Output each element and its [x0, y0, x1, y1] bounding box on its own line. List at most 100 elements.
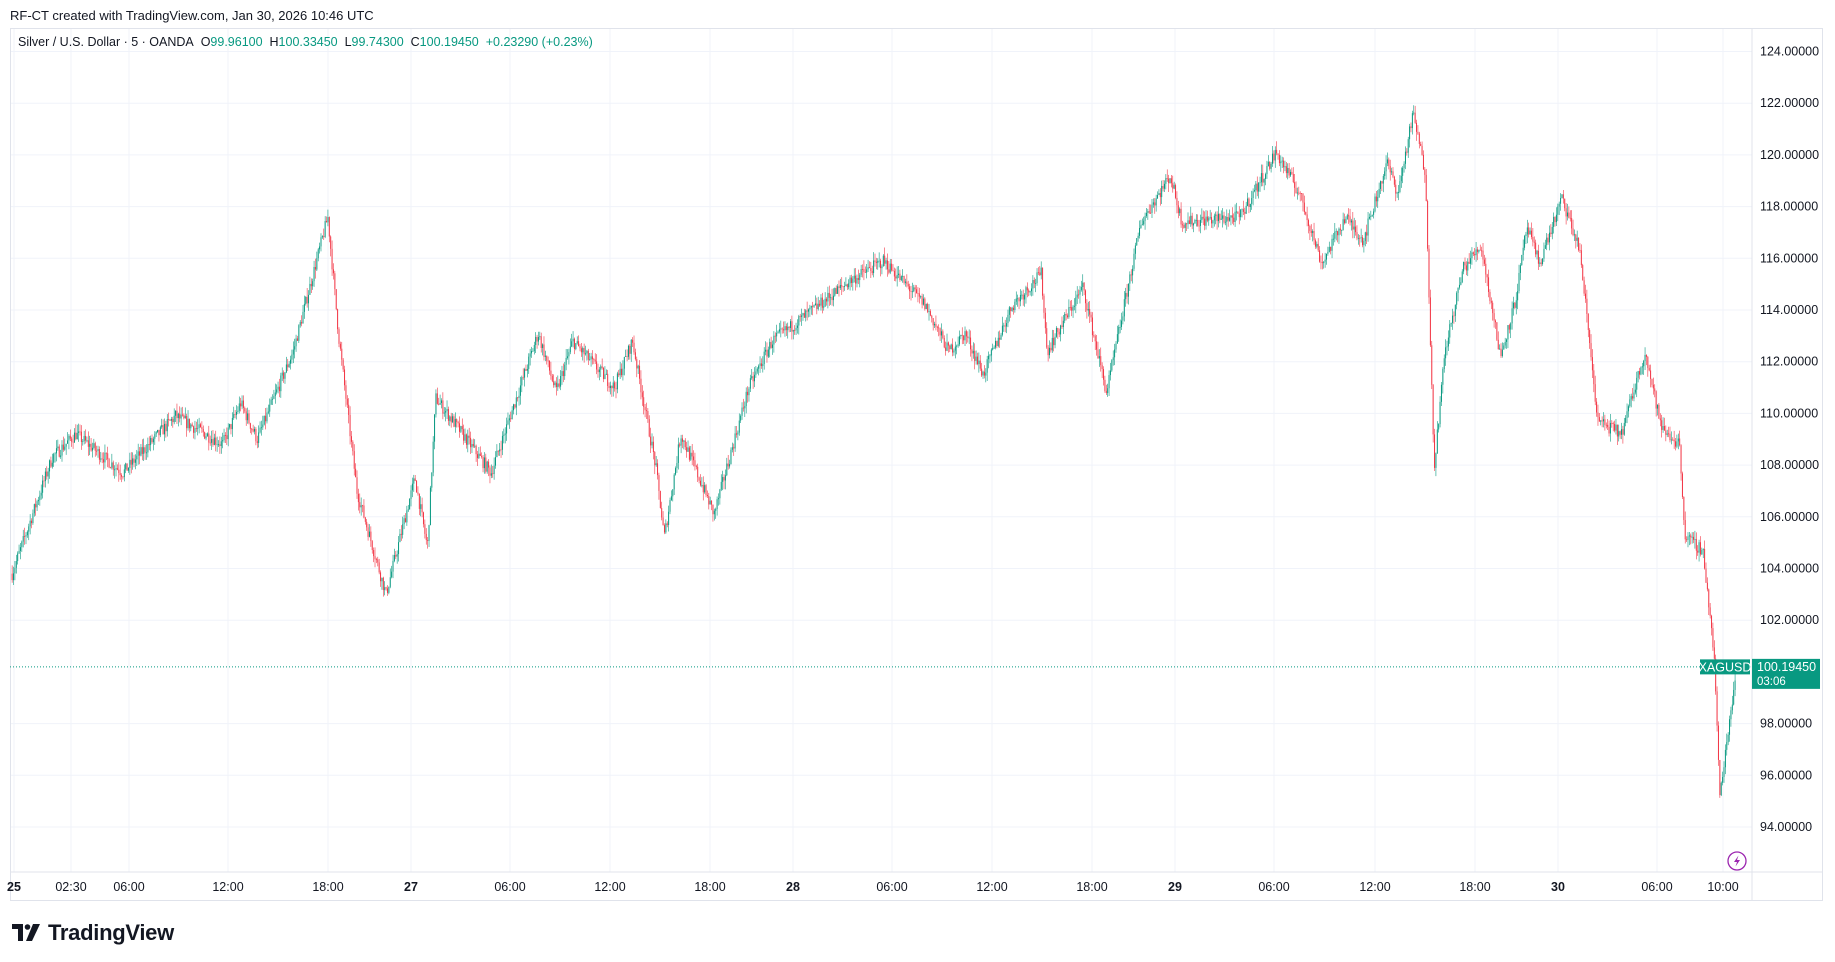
candle	[1202, 216, 1204, 219]
candle	[224, 435, 226, 436]
lightning-alert-icon[interactable]	[1727, 851, 1747, 871]
candle	[536, 336, 538, 342]
candle	[144, 447, 146, 453]
candle	[457, 421, 459, 424]
candle	[806, 310, 808, 312]
candle	[1184, 223, 1186, 228]
candle	[803, 313, 805, 318]
candle	[1550, 232, 1552, 235]
candle	[1715, 658, 1717, 692]
candle	[1399, 181, 1401, 192]
candle	[1115, 343, 1117, 350]
candle	[67, 440, 69, 444]
bar-countdown: 03:06	[1757, 676, 1786, 688]
candle	[73, 432, 75, 443]
candle	[1284, 166, 1286, 168]
candle	[936, 326, 938, 328]
candle	[258, 432, 260, 443]
candle	[61, 444, 63, 456]
candle	[346, 398, 348, 405]
candle	[513, 404, 515, 411]
candle	[1165, 178, 1167, 184]
candle	[870, 267, 872, 271]
candle	[65, 443, 67, 447]
candle	[1339, 228, 1341, 231]
candle	[1560, 197, 1562, 204]
price-tick-label: 104.00000	[1760, 562, 1819, 576]
candle	[1677, 438, 1679, 442]
candle	[111, 462, 113, 468]
candle	[1659, 418, 1661, 421]
candle	[1345, 218, 1347, 224]
candle	[950, 344, 952, 350]
candle	[1033, 279, 1035, 284]
candle	[970, 337, 972, 350]
candle	[731, 447, 733, 450]
candle	[1291, 171, 1293, 175]
candle	[350, 436, 352, 442]
candle	[1600, 420, 1602, 422]
candle	[691, 452, 693, 457]
candle	[478, 453, 480, 459]
candle	[163, 423, 165, 435]
candle	[625, 356, 627, 357]
candle	[1719, 759, 1721, 796]
candle	[421, 504, 423, 513]
candle	[80, 431, 82, 442]
candle	[1298, 192, 1300, 194]
time-tick-label: 27	[404, 880, 418, 894]
candle	[28, 526, 30, 532]
candle	[949, 345, 951, 350]
time-tick-label: 18:00	[312, 880, 343, 894]
candle	[780, 328, 782, 330]
candle	[658, 475, 660, 491]
candle	[1194, 219, 1196, 224]
candle	[1424, 169, 1426, 175]
tradingview-logo[interactable]: TradingView	[12, 920, 174, 946]
candle	[747, 391, 749, 396]
candle	[1375, 196, 1377, 202]
candle	[1370, 215, 1372, 217]
candle	[35, 504, 37, 508]
candle	[1366, 232, 1368, 236]
price-tick-label: 94.00000	[1760, 820, 1812, 834]
candle	[760, 363, 762, 367]
candle	[576, 341, 578, 344]
candle	[260, 427, 262, 429]
candle	[446, 409, 448, 412]
candle	[931, 315, 933, 319]
candle	[590, 356, 592, 360]
candle	[233, 414, 235, 418]
candle	[594, 359, 596, 362]
candle	[891, 263, 893, 271]
candle	[758, 365, 760, 369]
candle	[1706, 582, 1708, 590]
candle	[424, 524, 426, 534]
candle	[1017, 298, 1019, 300]
candle	[733, 447, 735, 449]
candle	[137, 451, 139, 456]
candle	[234, 414, 236, 415]
candle	[194, 428, 196, 433]
candle	[1539, 262, 1541, 264]
close-label: C	[410, 35, 420, 49]
candle	[561, 371, 563, 376]
candle	[1103, 369, 1105, 380]
candle	[259, 427, 261, 433]
candle	[186, 416, 188, 429]
candle	[1695, 538, 1697, 551]
candle	[37, 500, 39, 502]
candle	[216, 444, 218, 446]
candle	[1548, 232, 1550, 243]
candle	[893, 270, 895, 277]
candle	[1391, 171, 1393, 173]
candle	[406, 510, 408, 523]
candle	[1141, 224, 1143, 226]
candle	[313, 266, 315, 282]
candle	[529, 353, 531, 357]
candle	[1316, 243, 1318, 247]
candle	[1190, 215, 1192, 224]
candle	[547, 360, 549, 362]
candle	[564, 364, 566, 377]
